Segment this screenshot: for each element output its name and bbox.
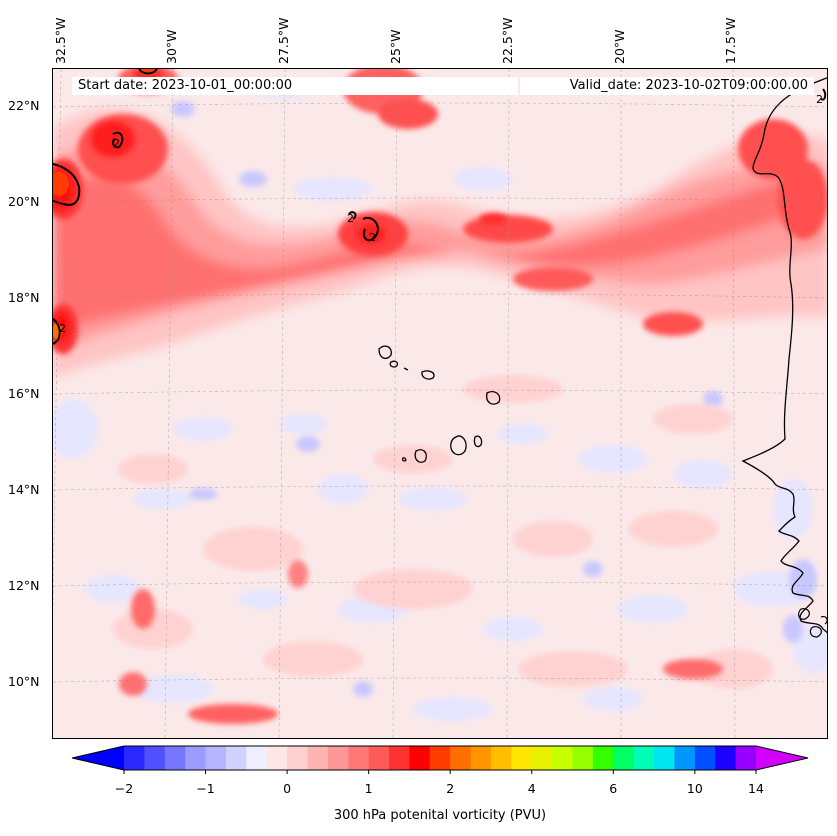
contour-label: 2 — [816, 93, 823, 106]
colorbar-tick-label: 1 — [364, 781, 373, 796]
colorbar-swatch — [735, 746, 757, 770]
negative-pv-patches — [53, 79, 827, 721]
colorbar-swatch — [450, 746, 472, 770]
colorbar-swatch — [429, 746, 451, 770]
colorbar-swatch — [287, 746, 308, 770]
lat-label: 12°N — [8, 578, 40, 593]
africa-coastline — [741, 77, 827, 634]
lat-label: 16°N — [8, 386, 40, 401]
colorbar-tick-label: 10 — [686, 781, 703, 796]
contour-label: 2 — [347, 212, 354, 225]
colorbar-extend-max — [756, 746, 808, 770]
colorbar-tick-label: −2 — [114, 781, 134, 796]
pv-2-contours — [53, 69, 827, 345]
colorbar-tick-label: 4 — [527, 781, 536, 796]
colorbar-swatch — [674, 746, 696, 770]
colorbar-swatch — [409, 746, 431, 770]
colorbar-swatch — [348, 746, 370, 770]
gridlines — [53, 69, 827, 738]
colorbar-swatch — [470, 746, 492, 770]
map-panel: 2 2 2 2 2 — [52, 68, 828, 739]
colorbar-swatch — [490, 746, 512, 770]
colorbar-swatch — [266, 746, 288, 770]
lat-label: 20°N — [8, 194, 40, 209]
colorbar-swatch — [327, 746, 349, 770]
contour-label: 2 — [59, 322, 66, 335]
positive-pv-band — [53, 109, 827, 379]
colorbar-swatch — [552, 746, 574, 770]
colorbar-tick-label: 14 — [748, 781, 764, 796]
pv-max-spot — [53, 172, 69, 196]
colorbar-swatch — [368, 746, 390, 770]
colorbar-swatch — [205, 746, 227, 770]
colorbar-swatch — [511, 746, 533, 770]
colorbar-swatch — [531, 746, 553, 770]
colorbar-tick-label: −1 — [196, 781, 215, 796]
contour-label: 2 — [113, 137, 120, 150]
colorbar-title: 300 hPa potenital vorticity (PVU) — [333, 808, 547, 823]
colorbar-swatch — [715, 746, 737, 770]
cape-verde-islands — [378, 345, 501, 463]
colorbar-swatch — [572, 746, 594, 770]
lat-label: 14°N — [8, 482, 40, 497]
colorbar-extend-min — [72, 746, 124, 770]
start-date-label: Start date: 2023-10-01_00:00:00 — [72, 77, 518, 95]
pv-map: 2 2 2 2 2 — [53, 69, 827, 738]
valid-date-label: Valid_date: 2023-10-02T09:00:00.00 — [520, 77, 814, 95]
lat-label: 18°N — [8, 290, 40, 305]
lat-label: 22°N — [8, 98, 40, 113]
colorbar-swatch — [613, 746, 635, 770]
pv-max-spot — [141, 69, 155, 76]
colorbar-swatch — [389, 746, 410, 770]
colorbar-swatch — [164, 746, 186, 770]
colorbar-tick-label: 2 — [446, 781, 455, 796]
colorbar-swatch — [185, 746, 207, 770]
colorbar-swatch — [592, 746, 614, 770]
colorbar-swatch — [654, 746, 675, 770]
colorbar-swatch — [633, 746, 655, 770]
colorbar-swatch — [307, 746, 329, 770]
colorbar-swatch — [694, 746, 716, 770]
colorbar-swatch — [225, 746, 247, 770]
colorbar-swatch — [246, 746, 268, 770]
colorbar-swatch — [144, 746, 166, 770]
colorbar-tick-label: 6 — [609, 781, 618, 796]
lat-label: 10°N — [8, 674, 40, 689]
contour-label: 2 — [369, 231, 376, 244]
colorbar-tick-label: 0 — [283, 781, 292, 796]
coast-islands — [798, 608, 827, 638]
colorbar-swatch — [124, 746, 145, 770]
